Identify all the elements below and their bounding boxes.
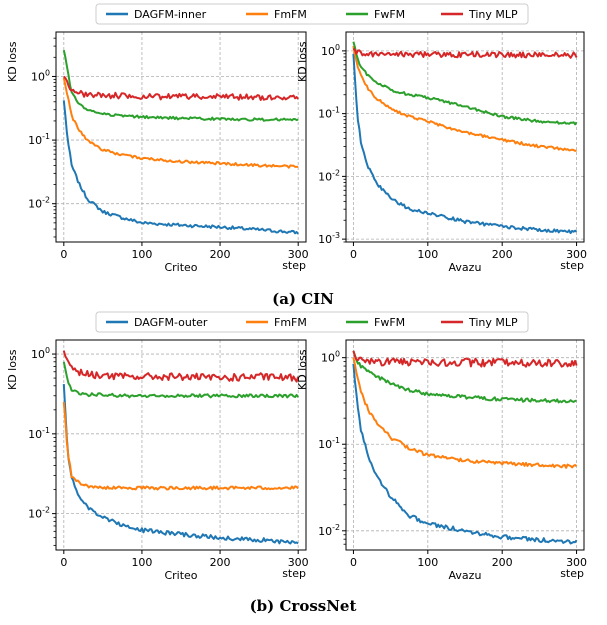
plot-frame: [345, 31, 585, 243]
series-line: [62, 361, 300, 399]
series-line: [352, 45, 577, 152]
y-axis-label: KD loss: [296, 349, 309, 390]
legend-bottom: DAGFM-outer FmFM FwFM Tiny MLP: [95, 311, 529, 333]
x-tick-label: 0: [350, 248, 357, 261]
y-axis-label: KD loss: [6, 41, 19, 82]
series-line: [62, 384, 299, 545]
series-line: [352, 53, 578, 235]
x-tick-label: 300: [566, 556, 587, 569]
legend-label: Tiny MLP: [468, 8, 518, 21]
x-tick-label: 100: [417, 556, 438, 569]
legend-label: Tiny MLP: [468, 316, 518, 329]
caption-b: (b) CrossNet: [250, 597, 357, 615]
x-tick-label: 200: [210, 556, 231, 569]
x-tick-label: 200: [210, 248, 231, 261]
legend-frame: [95, 3, 529, 25]
chart-cin-criteo: 0 100 200 300 10-2 10-1 100 Criteo step KD loss: [6, 31, 309, 274]
x-axis-label: Avazu: [449, 569, 482, 582]
legend-frame: [95, 311, 529, 333]
y-tick-label: 100: [31, 346, 50, 361]
series-line: [62, 402, 299, 491]
series-line: [63, 75, 299, 101]
x-tick-label: 300: [288, 556, 309, 569]
y-tick-label: 10-3: [318, 231, 340, 246]
y-axis-label: KD loss: [296, 41, 309, 82]
plot-area: [346, 32, 584, 242]
x-tick-label: 0: [60, 248, 67, 261]
series-line: [352, 363, 578, 545]
plot-frame: [345, 339, 585, 551]
y-axis-label: KD loss: [6, 349, 19, 390]
chart-crossnet-avazu: 0 100 200 300 10-2 10-1 100 Avazu step KD loss: [296, 339, 587, 582]
series-line: [62, 77, 299, 169]
y-tick-label: 100: [321, 350, 340, 365]
x-tick-label: 100: [131, 556, 152, 569]
x-tick-label: 300: [288, 248, 309, 261]
series-line: [352, 357, 578, 469]
x-tick-label: 300: [566, 248, 587, 261]
series-line: [62, 49, 299, 122]
x-axis-label: Criteo: [164, 569, 197, 582]
series-line: [62, 100, 299, 235]
y-tick-label: 100: [31, 68, 50, 83]
plot-frame: [55, 31, 307, 243]
x-axis-label: Avazu: [449, 261, 482, 274]
y-tick-label: 10-2: [318, 523, 340, 538]
series-line: [352, 41, 578, 126]
x-axis-unit: step: [560, 259, 584, 272]
series-line: [352, 350, 577, 404]
x-tick-label: 200: [492, 248, 513, 261]
legend-label: FmFM: [274, 316, 307, 329]
x-tick-label: 100: [131, 248, 152, 261]
y-tick-label: 10-1: [28, 426, 50, 441]
legend-label: DAGFM-outer: [134, 316, 208, 329]
x-tick-label: 0: [60, 556, 67, 569]
x-tick-label: 100: [417, 248, 438, 261]
chart-cin-avazu: 0 100 200 300 10-3 10-2 10-1 100 Avazu step KD los…: [296, 31, 587, 274]
caption-a: (a) CIN: [272, 290, 334, 308]
y-tick-label: 10-1: [28, 132, 50, 147]
series-line: [62, 350, 300, 383]
x-axis-unit: step: [282, 259, 306, 272]
y-tick-label: 10-2: [318, 168, 340, 183]
plot-area: [56, 32, 306, 242]
legend-label: DAGFM-inner: [134, 8, 207, 21]
series-line: [352, 350, 578, 368]
legend-label: FwFM: [374, 316, 405, 329]
x-tick-label: 200: [492, 556, 513, 569]
x-axis-unit: step: [282, 567, 306, 580]
plot-frame: [55, 339, 307, 551]
y-tick-label: 10-1: [318, 436, 340, 451]
x-tick-label: 0: [350, 556, 357, 569]
y-tick-label: 10-1: [318, 106, 340, 121]
plot-area: [56, 340, 306, 550]
y-tick-label: 100: [321, 43, 340, 58]
chart-crossnet-criteo: 0 100 200 300 10-2 10-1 100 Criteo step KD loss: [6, 339, 309, 582]
x-axis-unit: step: [560, 567, 584, 580]
y-tick-label: 10-2: [28, 196, 50, 211]
x-axis-label: Criteo: [164, 261, 197, 274]
legend-label: FmFM: [274, 8, 307, 21]
plot-area: [346, 340, 584, 550]
legend-top: DAGFM-inner FmFM FwFM Tiny MLP: [95, 3, 529, 25]
legend-label: FwFM: [374, 8, 405, 21]
y-tick-label: 10-2: [28, 506, 50, 521]
series-line: [352, 47, 578, 59]
